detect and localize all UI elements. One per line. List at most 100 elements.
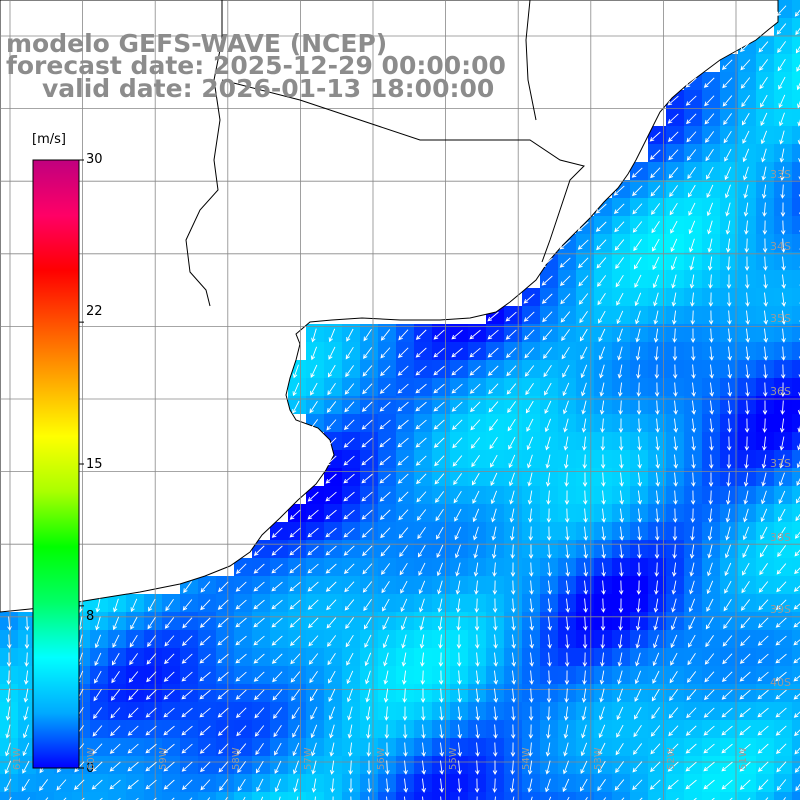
wind-vector [379, 473, 391, 484]
wind-vector [343, 437, 355, 448]
wind-vector [163, 689, 175, 700]
wind-vector [379, 491, 391, 502]
wind-cell [792, 234, 800, 252]
wind-vector [421, 778, 426, 793]
wind-vector [759, 76, 768, 90]
wind-cell [792, 450, 800, 468]
wind-vector [672, 544, 677, 559]
wind-vector [759, 563, 768, 576]
wind-vector [307, 509, 319, 520]
wind-vector [615, 742, 624, 756]
wind-vector [580, 346, 588, 360]
wind-vector [418, 580, 426, 595]
wind-vector [778, 508, 786, 522]
wind-vector [601, 562, 606, 577]
wind-vector [129, 653, 138, 666]
wind-vector [758, 617, 769, 629]
wind-vector [365, 706, 371, 721]
wind-vector [670, 616, 677, 631]
wind-vector [775, 617, 787, 628]
wind-vector [417, 544, 426, 558]
wind-vector [793, 603, 800, 610]
wind-vector [687, 167, 696, 180]
wind-vector [403, 742, 408, 757]
wind-vector [457, 760, 462, 775]
wind-vector [705, 616, 714, 630]
wind-vector [739, 761, 751, 772]
wind-vector [328, 688, 336, 702]
wind-vector [654, 562, 660, 577]
wind-vector [779, 130, 785, 145]
wind-vector [439, 760, 444, 775]
wind-vector [758, 59, 769, 71]
wind-vector [419, 634, 425, 649]
wind-vector [703, 761, 715, 772]
wind-vector [739, 707, 751, 718]
wind-vector [744, 436, 750, 451]
wind-cell [792, 576, 800, 594]
wind-vector [579, 328, 588, 342]
wind-vector [595, 203, 607, 214]
wind-vector [7, 616, 12, 631]
wind-cell [792, 468, 800, 486]
wind-vector [492, 580, 498, 595]
wind-vector [94, 652, 102, 667]
wind-vector [724, 184, 731, 199]
wind-vector [439, 742, 444, 757]
wind-vector [580, 778, 588, 792]
wind-cell [36, 792, 54, 800]
wind-vector [725, 220, 731, 235]
wind-vector [762, 436, 767, 451]
wind-vector [776, 23, 787, 35]
wind-vector [256, 778, 264, 792]
wind-vector [744, 454, 749, 469]
wind-vector [762, 418, 768, 433]
wind-vector [600, 598, 606, 613]
wind-vector [383, 652, 389, 667]
wind-vector [723, 617, 733, 630]
wind-vector [706, 202, 714, 217]
wind-cell [792, 558, 800, 576]
wind-vector [217, 671, 229, 682]
wind-vector [365, 670, 371, 685]
wind-vector [237, 761, 247, 774]
wind-vector [420, 688, 426, 703]
wind-vector [758, 581, 769, 593]
wind-vector [488, 419, 499, 431]
wind-vector [757, 725, 769, 736]
wind-vector [654, 346, 659, 361]
wind-vector [475, 742, 480, 757]
wind-vector [21, 778, 30, 792]
wind-vector [469, 329, 481, 340]
wind-vector [6, 670, 12, 685]
wind-vector [780, 364, 786, 379]
wind-vector [709, 382, 714, 397]
wind-vector [415, 419, 427, 430]
wind-vector [671, 562, 677, 577]
wind-vector [364, 634, 372, 648]
wind-vector [709, 400, 714, 415]
wind-vector [419, 598, 425, 613]
wind-vector [757, 689, 769, 700]
wind-vector [561, 329, 571, 342]
wind-vector [580, 760, 588, 774]
wind-cell [252, 792, 270, 800]
wind-vector [763, 274, 768, 289]
colorbar-tick-label: 8 [86, 609, 95, 624]
wind-cell [198, 792, 216, 800]
wind-vector [691, 418, 696, 433]
wind-vector [456, 616, 461, 631]
wind-cell [324, 792, 342, 800]
wind-vector [91, 761, 103, 772]
wind-vector [310, 346, 318, 361]
wind-vector [433, 437, 445, 448]
wind-vector [420, 670, 426, 685]
wind-vector [672, 364, 678, 379]
wind-vector [362, 365, 373, 377]
wind-vector [544, 400, 552, 414]
wind-vector [670, 238, 678, 253]
wind-vector [530, 796, 533, 800]
wind-vector [686, 149, 697, 161]
wind-vector [669, 689, 679, 702]
wind-vector [797, 442, 800, 451]
